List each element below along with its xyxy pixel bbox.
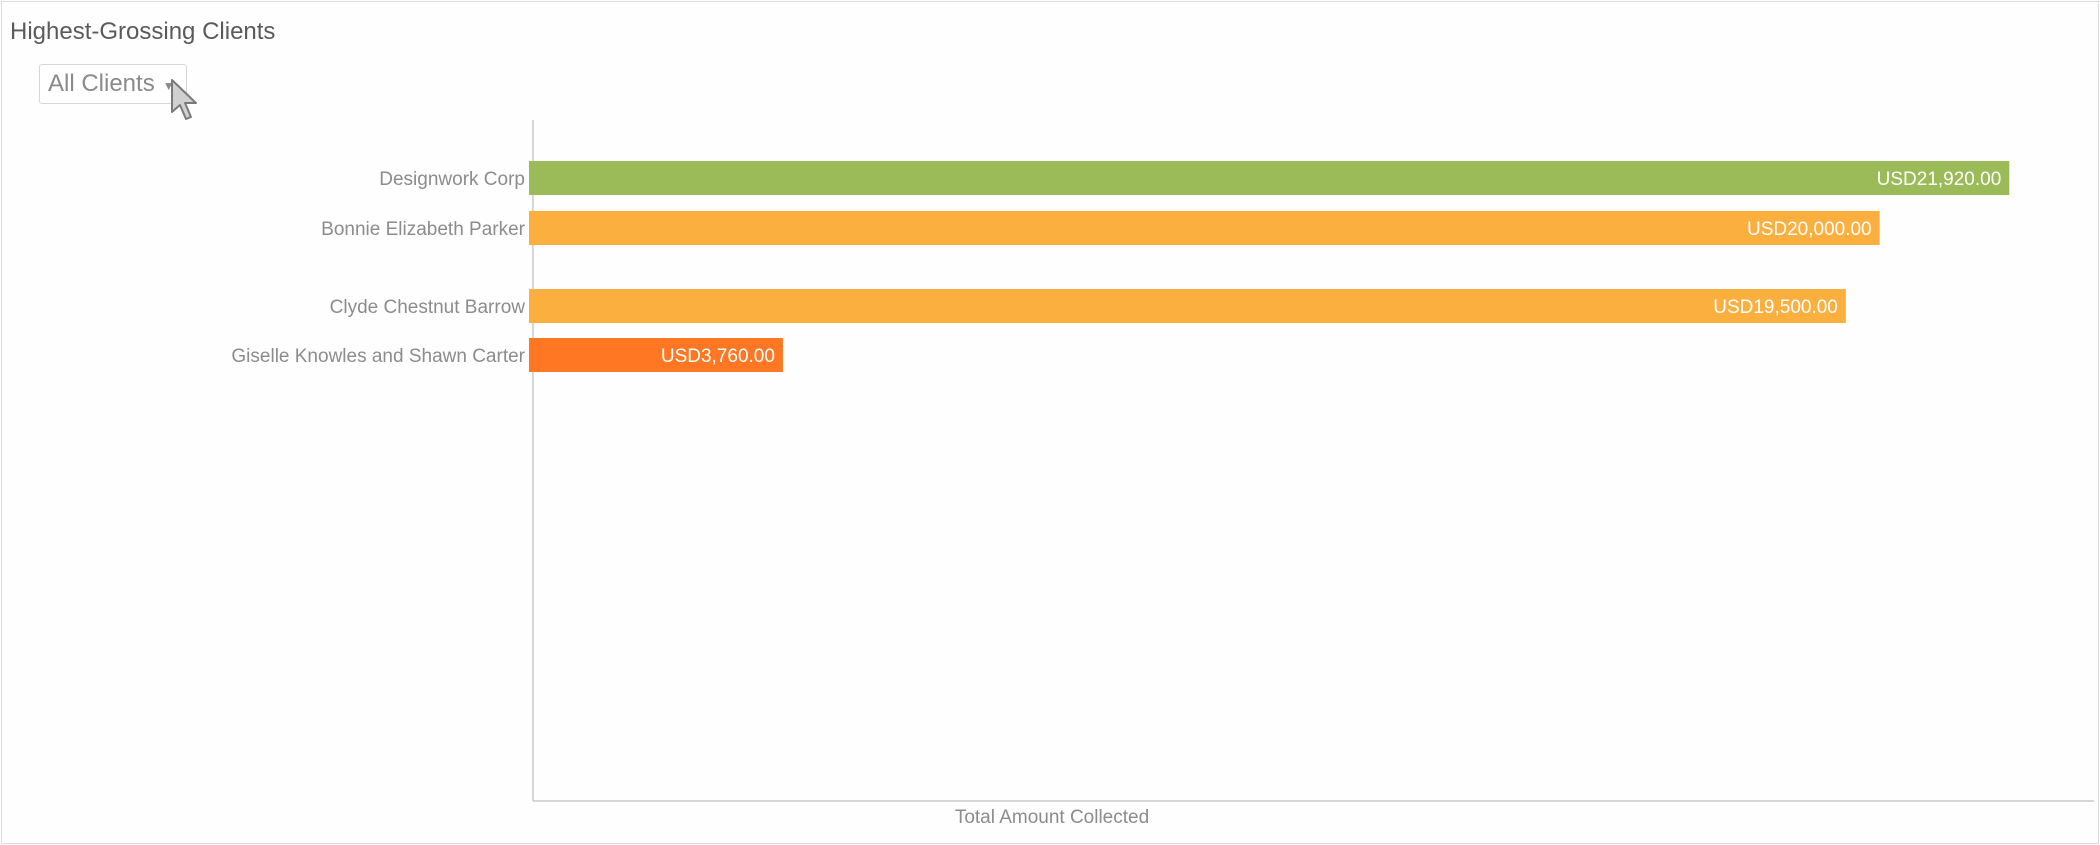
chevron-down-icon: ▼	[162, 79, 175, 93]
bar-value-label: USD3,760.00	[661, 346, 775, 367]
client-filter-selected-value: All Clients	[48, 70, 155, 97]
chart-title: Highest-Grossing Clients	[10, 18, 276, 45]
bar[interactable]	[529, 289, 1846, 323]
x-axis-title: Total Amount Collected	[955, 807, 1149, 828]
bar[interactable]	[529, 211, 1880, 245]
bar[interactable]	[529, 161, 2010, 195]
client-filter-dropdown[interactable]: All Clients ▼	[39, 64, 187, 104]
category-label: Giselle Knowles and Shawn Carter	[231, 346, 525, 367]
category-label: Clyde Chestnut Barrow	[330, 297, 526, 318]
bar-value-label: USD19,500.00	[1713, 297, 1838, 318]
category-label: Designwork Corp	[379, 169, 525, 190]
bar[interactable]	[529, 338, 783, 372]
mouse-pointer-icon	[171, 79, 197, 120]
bar-value-label: USD20,000.00	[1747, 219, 1872, 240]
bar-value-label: USD21,920.00	[1877, 169, 2002, 190]
category-label: Bonnie Elizabeth Parker	[321, 219, 526, 240]
